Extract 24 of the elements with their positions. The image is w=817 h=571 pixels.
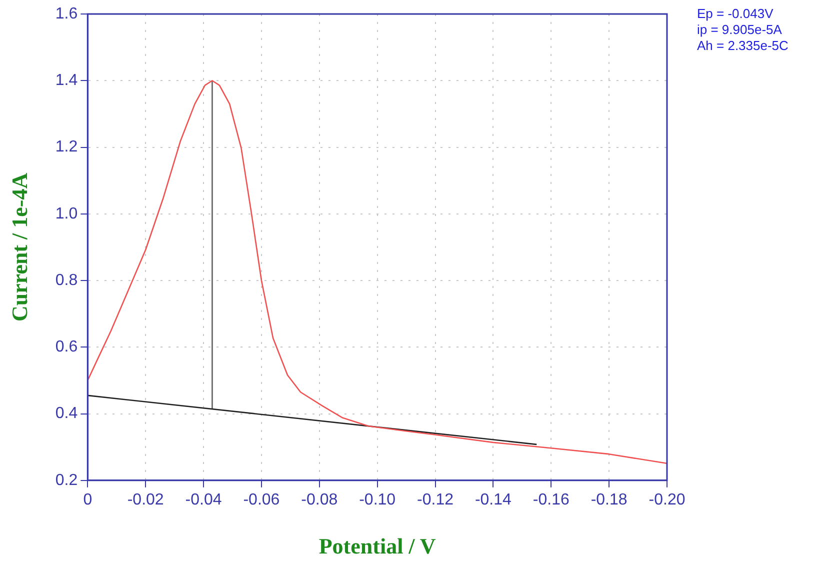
x-tick-label: -0.18	[590, 491, 628, 508]
text: ip = 9.905e-5A	[697, 22, 783, 38]
y-tick-label: 1.6	[55, 5, 78, 22]
y-tick-label: 1.4	[55, 72, 78, 90]
y-tick-label: 0.6	[55, 338, 78, 356]
x-tick-label: -0.16	[532, 491, 570, 508]
x-tick-label: -0.02	[127, 491, 164, 508]
text: Ah = 2.335e-5C	[697, 38, 788, 54]
x-axis-title: Potential / V	[318, 533, 436, 558]
x-tick-label: -0.12	[417, 491, 454, 508]
y-tick-label: 0.4	[55, 405, 78, 422]
text: Ep = -0.043V	[697, 6, 774, 22]
y-tick-label: 0.8	[55, 272, 78, 289]
y-tick-label: 0.2	[55, 472, 78, 489]
x-tick-label: -0.08	[301, 491, 338, 508]
x-tick-label: -0.14	[474, 491, 512, 508]
x-tick-label: -0.10	[359, 491, 396, 508]
y-tick-label: 1.2	[55, 138, 78, 156]
x-tick-label: -0.06	[243, 491, 280, 508]
y-axis-title: Current / 1e-4A	[6, 172, 32, 322]
y-tick-label: 1.0	[55, 205, 78, 222]
x-tick-label: -0.04	[185, 491, 222, 508]
x-tick-label: -0.20	[648, 491, 686, 508]
x-tick-label: 0	[83, 491, 92, 508]
